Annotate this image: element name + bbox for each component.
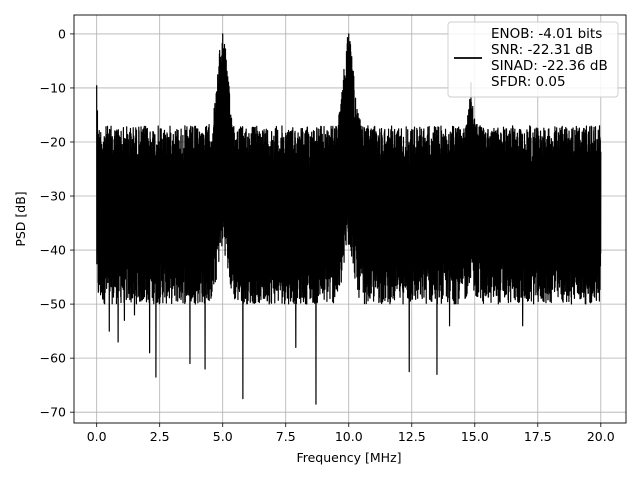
y-tick-label: −20 [40,134,66,149]
legend-box [447,21,619,98]
psd-series-line [96,33,602,405]
plot-frame [73,14,627,424]
legend-entry: SINAD: -22.36 dB [491,58,608,74]
y-axis-label: PSD [dB] [13,191,28,246]
x-tick-label: 2.5 [150,429,170,444]
x-tick-label: 5.0 [213,429,233,444]
x-axis-ticks: 0.0 2.5 5.0 7.5 10.0 12.5 15.0 17.5 20.0 [87,423,615,444]
y-tick-label: −40 [40,243,66,258]
y-tick-label: −60 [40,351,66,366]
y-axis-ticks: 0 −10 −20 −30 −40 −50 −60 −70 [40,26,74,420]
y-tick-label: −30 [40,189,66,204]
x-tick-label: 0.0 [87,429,107,444]
y-tick-label: −10 [40,80,66,95]
x-tick-label: 17.5 [524,429,552,444]
x-axis-label: Frequency [MHz] [296,450,401,465]
y-tick-label: −70 [40,405,66,420]
x-tick-label: 15.0 [461,429,489,444]
y-tick-label: 0 [58,26,66,41]
legend-entry: SNR: -22.31 dB [491,42,593,58]
legend-entry: SFDR: 0.05 [491,74,566,90]
x-tick-label: 20.0 [587,429,615,444]
psd-trace [96,33,602,405]
x-tick-label: 12.5 [398,429,426,444]
legend-entry: ENOB: -4.01 bits [491,26,602,42]
axes-frame [73,14,627,424]
x-tick-label: 10.0 [335,429,363,444]
y-tick-label: −50 [40,297,66,312]
x-tick-label: 7.5 [276,429,296,444]
